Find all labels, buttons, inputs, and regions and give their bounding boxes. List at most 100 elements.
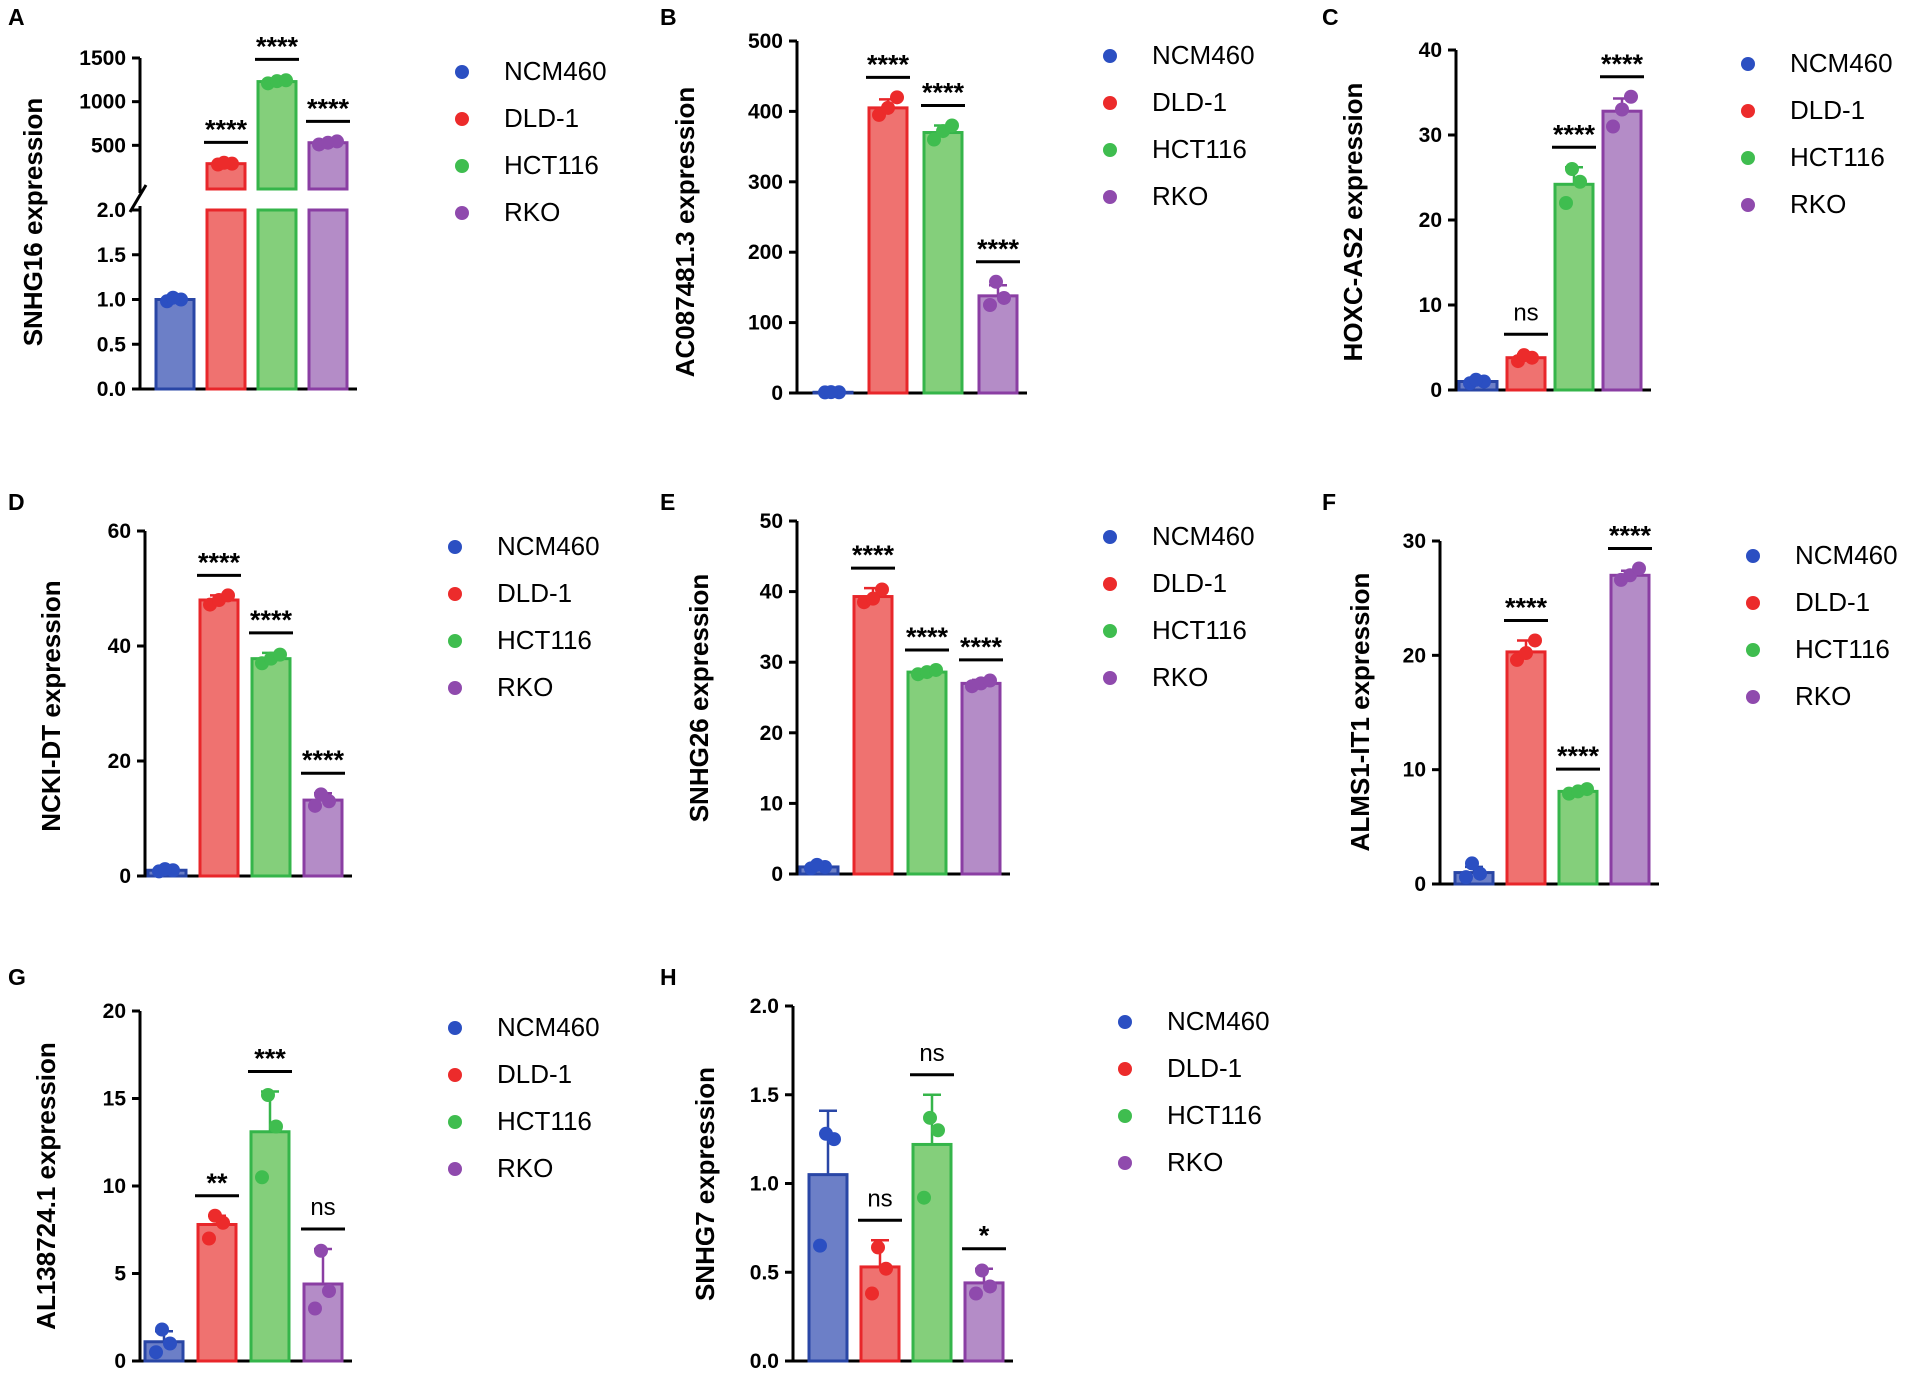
significance-label: **** [198, 547, 241, 577]
data-point [879, 1261, 893, 1276]
y-axis-label: SNHG16 expression [18, 98, 48, 347]
legend-label-hct116: HCT116 [1167, 1100, 1262, 1130]
data-point [322, 1284, 336, 1298]
data-point [1565, 162, 1579, 176]
legend-label-dld-1: DLD-1 [497, 578, 572, 608]
data-point [871, 1240, 885, 1255]
data-point [931, 1123, 945, 1138]
data-point [819, 1126, 833, 1141]
panel-label: G [8, 964, 26, 990]
legend-marker [1118, 1062, 1132, 1076]
significance-label: *** [254, 1044, 286, 1074]
y-tick-label: 0 [119, 865, 131, 888]
y-tick-label: 10 [1419, 294, 1442, 317]
data-point [163, 1336, 177, 1351]
data-point [202, 1231, 216, 1246]
significance-label: **** [250, 605, 293, 635]
y-tick-label: 10 [103, 1175, 126, 1198]
legend-label-dld-1: DLD-1 [1152, 87, 1227, 117]
data-point [875, 582, 889, 597]
legend-marker [1741, 151, 1755, 165]
significance-label: **** [960, 632, 1003, 662]
panel-e: E SNHG26 expression 0 10 20 30 40 50 **** **** ***… [660, 489, 1255, 886]
data-point [824, 385, 838, 400]
y-tick-label: 40 [760, 581, 783, 604]
y-tick-label: 0 [1430, 379, 1442, 402]
bar-hct116 [250, 657, 292, 878]
data-point [273, 647, 287, 662]
y-tick-label: 0.0 [97, 378, 126, 401]
bar-hct116 [249, 1130, 291, 1363]
y-axis-label: AL138724.1 expression [31, 1042, 61, 1330]
y-tick-label: 1.5 [750, 1084, 780, 1107]
data-point [1473, 866, 1487, 881]
legend-marker [1746, 596, 1760, 610]
data-point [997, 290, 1011, 305]
y-tick-label: 20 [108, 750, 131, 773]
panel-label: D [8, 489, 25, 515]
panel-label: A [8, 4, 25, 30]
y-tick-label: 30 [760, 651, 783, 674]
legend-label-ncm460: NCM460 [1167, 1006, 1270, 1036]
data-point [1465, 856, 1479, 871]
y-tick-label: 300 [748, 171, 783, 194]
legend-marker [455, 65, 469, 79]
y-tick-label: 0 [771, 382, 783, 405]
legend-marker [1118, 1109, 1132, 1123]
bar-dld-1 [196, 1223, 238, 1363]
significance-label: ns [1513, 299, 1538, 326]
legend-marker [448, 1162, 462, 1176]
data-point [983, 298, 997, 312]
data-point [208, 1208, 222, 1223]
bar-dld-1 [867, 106, 909, 395]
legend-label-ncm460: NCM460 [504, 56, 607, 86]
data-point [1580, 782, 1594, 797]
legend-marker [1746, 549, 1760, 563]
y-tick-label: 15 [103, 1088, 127, 1111]
y-tick-label: 1.0 [97, 289, 126, 312]
y-tick-label: 500 [748, 30, 783, 53]
panel-label: C [1322, 4, 1339, 30]
y-tick-label: 0 [771, 863, 783, 886]
data-point [929, 662, 943, 677]
data-point [155, 1322, 169, 1337]
y-tick-label: 5 [114, 1263, 126, 1286]
bar-hct116 [256, 80, 298, 191]
legend-marker [448, 587, 462, 601]
significance-label: **** [205, 114, 248, 144]
data-point [279, 73, 293, 88]
y-tick-label: 2.0 [750, 995, 779, 1018]
significance-label: ns [867, 1185, 892, 1212]
y-tick-label: 30 [1403, 530, 1426, 553]
legend-label-dld-1: DLD-1 [1152, 568, 1227, 598]
bar-hct116-lower [256, 208, 298, 391]
legend-label-rko: RKO [497, 1153, 553, 1183]
significance-label: ns [310, 1194, 335, 1221]
legend-marker [1103, 96, 1117, 110]
y-tick-label: 10 [1403, 759, 1426, 782]
y-axis-label: AC087481.3 expression [670, 87, 700, 378]
legend-marker [1103, 530, 1117, 544]
significance-label: **** [302, 745, 345, 775]
significance-label: **** [1601, 49, 1644, 79]
legend-marker [448, 634, 462, 648]
data-point [975, 1263, 989, 1278]
legend-marker [448, 1021, 462, 1035]
legend-marker [1741, 104, 1755, 118]
y-tick-label: 30 [1419, 124, 1442, 147]
legend-marker [1741, 198, 1755, 212]
panel-label: H [660, 964, 677, 990]
bar-ncm460 [154, 298, 196, 391]
bar-rko [1601, 109, 1643, 392]
bar-dld-1 [859, 1265, 901, 1363]
y-tick-label: 1500 [79, 47, 126, 70]
data-point [927, 132, 941, 147]
significance-label: **** [977, 234, 1020, 264]
bar-rko [960, 681, 1002, 876]
legend-marker [448, 540, 462, 554]
y-tick-label: 2.0 [97, 199, 126, 222]
bar-rko [977, 294, 1019, 395]
y-tick-label: 1.0 [750, 1173, 779, 1196]
legend-label-hct116: HCT116 [1152, 134, 1247, 164]
